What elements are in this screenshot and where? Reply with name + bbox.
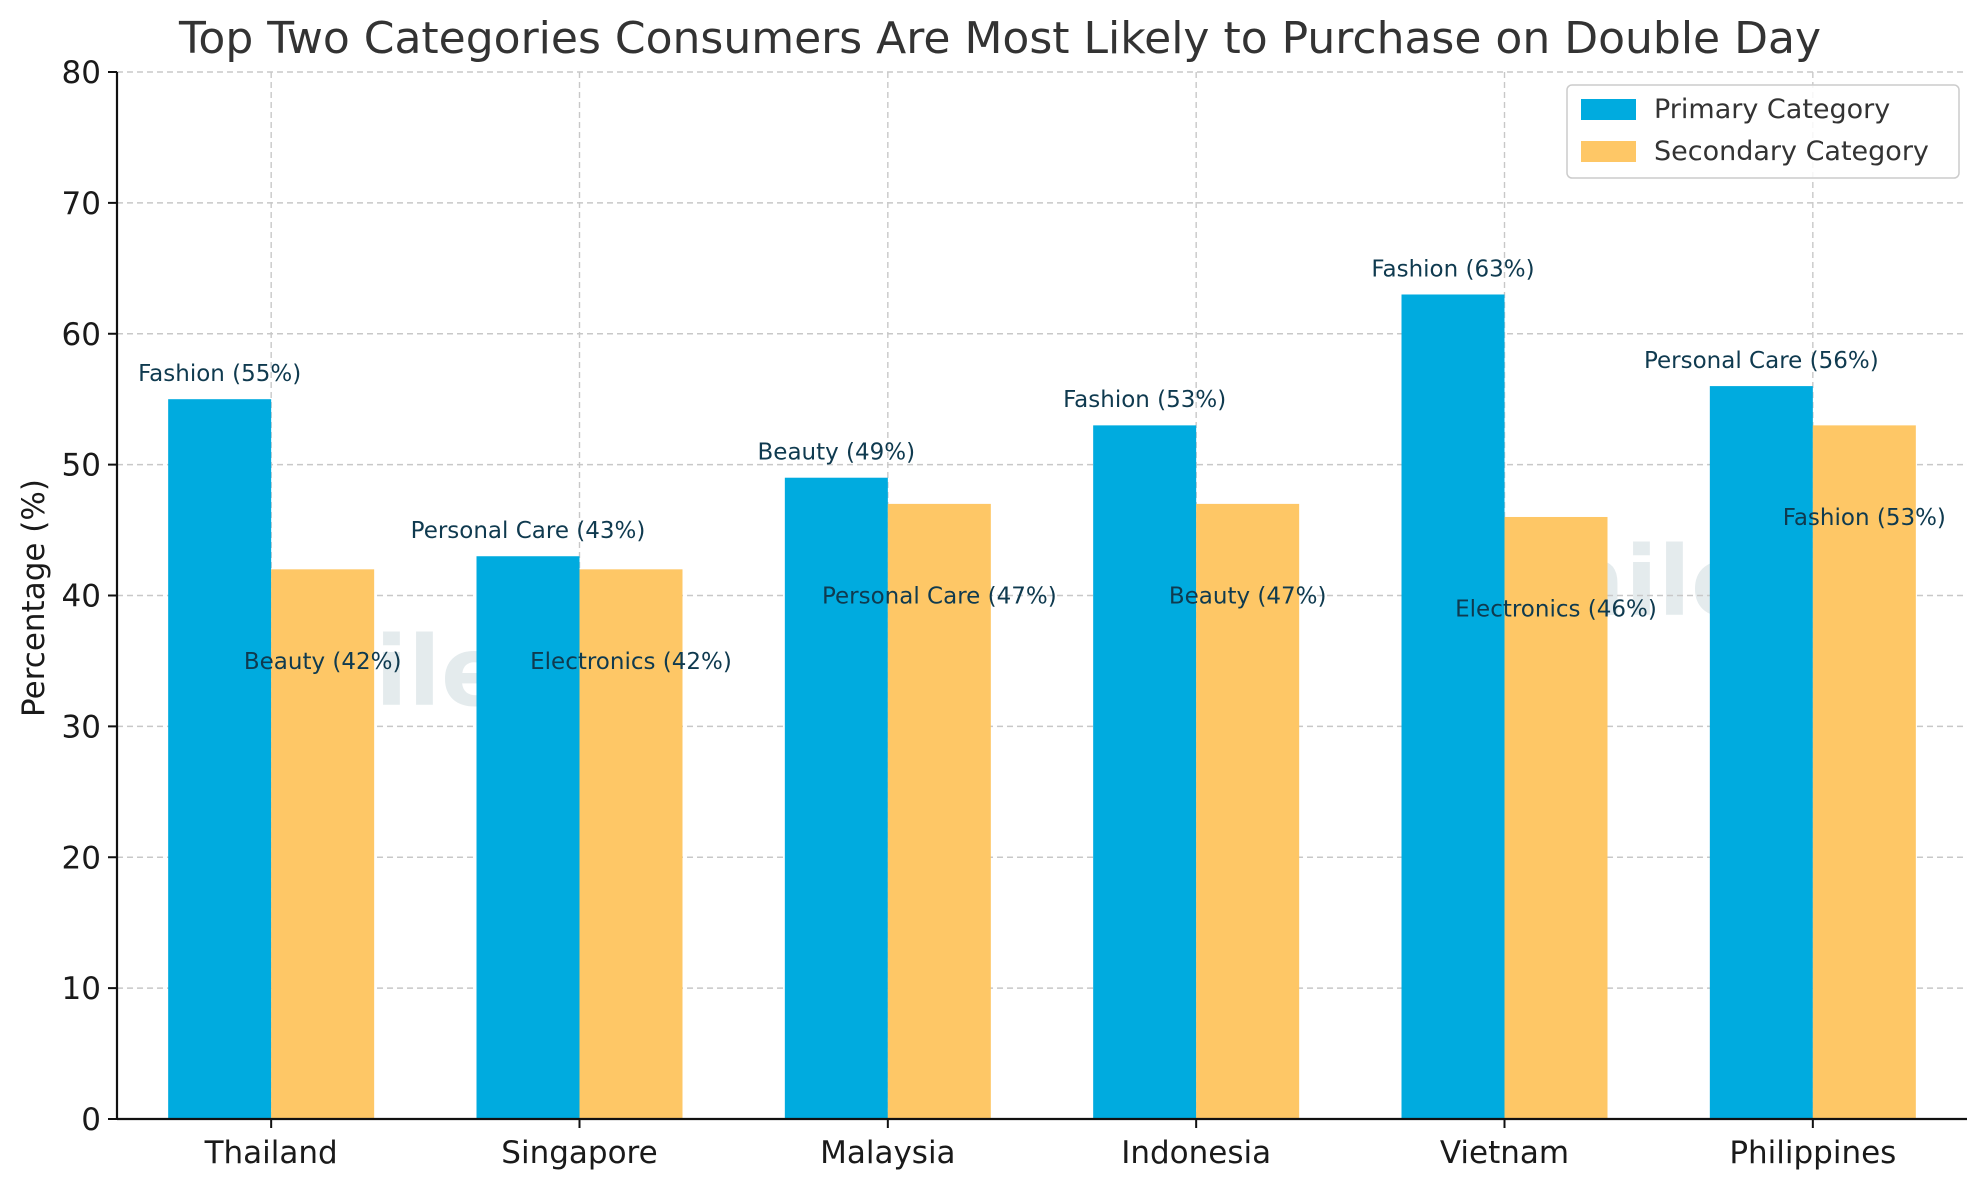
x-ticks: Thailand Singapore Malaysia Indonesia Vietna…: [204, 1119, 1896, 1171]
x-tick-label: Philippines: [1729, 1135, 1896, 1171]
y-ticks: 0 10 20 30 40 50 60 70 80: [62, 55, 117, 1138]
secondary-bar-label: Fashion (53%): [1783, 505, 1946, 531]
y-tick-label: 20: [62, 840, 101, 876]
primary-bar: [168, 399, 272, 1119]
primary-bar-label: Fashion (53%): [1063, 387, 1226, 413]
primary-bar-label: Personal Care (56%): [1644, 348, 1879, 374]
primary-bar: [1401, 294, 1505, 1119]
secondary-bar: [579, 569, 683, 1119]
legend-swatch-secondary: [1581, 141, 1636, 162]
legend-swatch-primary: [1581, 99, 1636, 120]
chart-title: Top Two Categories Consumers Are Most Li…: [178, 13, 1821, 64]
x-tick-label: Vietnam: [1440, 1135, 1569, 1171]
x-tick-label: Malaysia: [820, 1135, 955, 1171]
bars-layer: [168, 294, 1916, 1120]
x-tick-label: Singapore: [501, 1135, 657, 1171]
y-tick-label: 10: [62, 971, 101, 1007]
secondary-bar-label: Electronics (46%): [1455, 597, 1657, 623]
legend-box: [1566, 84, 1960, 179]
y-axis-label: Percentage (%): [16, 479, 52, 717]
primary-bar: [476, 556, 580, 1119]
primary-bar-label: Fashion (63%): [1371, 256, 1534, 282]
primary-bar: [1709, 386, 1813, 1120]
legend-label-secondary: Secondary Category: [1654, 136, 1929, 167]
secondary-bar: [1812, 425, 1916, 1119]
secondary-bar-label: Personal Care (47%): [822, 584, 1057, 610]
secondary-bar: [271, 569, 375, 1119]
secondary-bar-label: Beauty (42%): [244, 649, 402, 675]
primary-bar: [1093, 425, 1197, 1119]
primary-bar-label: Beauty (49%): [758, 440, 916, 466]
y-tick-label: 70: [62, 186, 101, 222]
y-tick-label: 50: [62, 448, 101, 484]
legend: Primary Category Secondary Category: [1566, 84, 1960, 179]
primary-bar-label: Personal Care (43%): [411, 518, 646, 544]
y-tick-label: 0: [81, 1102, 101, 1138]
secondary-bar-label: Electronics (42%): [530, 649, 732, 675]
secondary-bar: [887, 503, 991, 1119]
primary-bar-label: Fashion (55%): [138, 361, 301, 387]
legend-label-primary: Primary Category: [1654, 94, 1890, 125]
secondary-bar-label: Beauty (47%): [1169, 584, 1327, 610]
secondary-bar: [1196, 503, 1300, 1119]
secondary-bar: [1504, 516, 1608, 1119]
y-tick-label: 30: [62, 709, 101, 745]
x-tick-label: Indonesia: [1121, 1135, 1271, 1171]
y-tick-label: 80: [62, 55, 101, 91]
primary-bar: [784, 477, 888, 1119]
bar-labels-layer: Fashion (55%) Personal Care (43%) Beauty (…: [138, 256, 1946, 675]
y-tick-label: 40: [62, 579, 101, 615]
y-tick-label: 60: [62, 317, 101, 353]
x-tick-label: Thailand: [204, 1135, 338, 1171]
